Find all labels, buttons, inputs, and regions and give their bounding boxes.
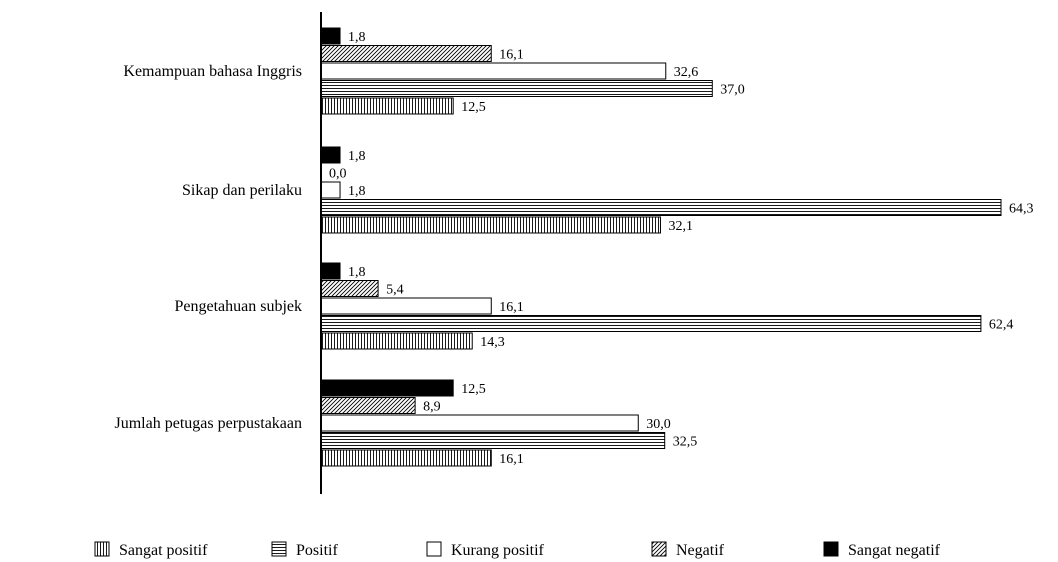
data-label: 32,5 bbox=[673, 435, 698, 450]
data-label: 5,4 bbox=[386, 283, 404, 298]
data-label: 62,4 bbox=[989, 318, 1014, 333]
bar-negatif bbox=[320, 397, 416, 414]
legend-swatch-sangat-positif bbox=[94, 541, 110, 557]
bar-kurang-positif bbox=[320, 414, 639, 432]
legend-swatch-sangat-negatif bbox=[823, 541, 839, 557]
data-label: 37,0 bbox=[720, 83, 745, 98]
bar-negatif bbox=[320, 280, 379, 297]
data-label: 8,9 bbox=[423, 400, 441, 415]
bar-positif bbox=[320, 432, 666, 449]
legend-swatch-negatif bbox=[651, 541, 667, 557]
legend-label-negatif: Negatif bbox=[676, 542, 725, 559]
category-labels: Kemampuan bahasa Inggris Sikap dan perila… bbox=[115, 63, 303, 432]
legend-label-sangat-positif: Sangat positif bbox=[119, 542, 208, 559]
legend-swatch-positif bbox=[271, 541, 287, 557]
legend: Sangat positif Positif Kurang positif Negat… bbox=[94, 541, 941, 559]
bar-sangat-negatif bbox=[320, 379, 454, 397]
legend-label-kurang-positif: Kurang positif bbox=[451, 542, 545, 559]
category-label: Sikap dan perilaku bbox=[182, 182, 302, 199]
data-label: 16,1 bbox=[499, 452, 524, 467]
category-label: Pengetahuan subjek bbox=[174, 298, 302, 315]
bar-sangat-positif bbox=[320, 216, 661, 234]
data-label: 32,6 bbox=[674, 65, 699, 80]
data-label: 64,3 bbox=[1009, 202, 1034, 217]
legend-label-sangat-negatif: Sangat negatif bbox=[848, 542, 941, 559]
bar-kurang-positif bbox=[320, 62, 667, 80]
data-label: 12,5 bbox=[461, 100, 486, 115]
data-label: 1,8 bbox=[348, 184, 366, 199]
legend-swatch-kurang-positif bbox=[426, 541, 442, 557]
data-label: 1,8 bbox=[348, 30, 366, 45]
data-label: 1,8 bbox=[348, 265, 366, 280]
data-label: 1,8 bbox=[348, 149, 366, 164]
data-label: 12,5 bbox=[461, 382, 486, 397]
bar-sangat-negatif bbox=[320, 262, 341, 280]
data-label: 16,1 bbox=[499, 48, 524, 63]
bar-sangat-negatif bbox=[320, 146, 341, 164]
category-label: Jumlah petugas perpustakaan bbox=[115, 415, 303, 432]
value-labels: 1,816,132,637,012,51,80,01,864,332,11,85… bbox=[329, 30, 1034, 467]
bar-sangat-positif bbox=[320, 449, 492, 467]
bar-sangat-negatif bbox=[320, 27, 341, 45]
bar-positif bbox=[320, 199, 1002, 216]
bar-sangat-positif bbox=[320, 332, 473, 350]
data-label: 14,3 bbox=[480, 335, 505, 350]
category-label: Kemampuan bahasa Inggris bbox=[123, 63, 302, 80]
data-label: 0,0 bbox=[329, 167, 347, 182]
bar-kurang-positif bbox=[320, 181, 341, 199]
legend-label-positif: Positif bbox=[296, 542, 338, 559]
data-label: 30,0 bbox=[646, 417, 671, 432]
data-label: 32,1 bbox=[668, 219, 693, 234]
bar-positif bbox=[320, 315, 982, 332]
data-label: 16,1 bbox=[499, 300, 524, 315]
bar-sangat-positif bbox=[320, 97, 454, 115]
bar-positif bbox=[320, 80, 713, 97]
bar-kurang-positif bbox=[320, 297, 492, 315]
bar-negatif bbox=[320, 45, 492, 62]
